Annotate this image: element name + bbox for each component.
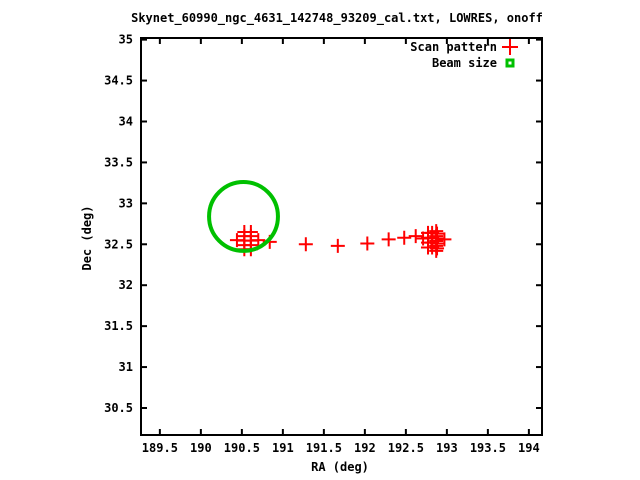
y-tick-label: 33.5 bbox=[104, 155, 133, 169]
legend-label-beam-size: Beam size bbox=[432, 56, 497, 70]
x-tick-label: 190 bbox=[190, 441, 212, 455]
y-tick-label: 34 bbox=[119, 114, 133, 128]
x-tick-label: 193 bbox=[436, 441, 458, 455]
x-axis-label: RA (deg) bbox=[311, 460, 369, 474]
legend-scan-pattern-marker bbox=[502, 39, 518, 55]
scan-point-marker bbox=[430, 226, 445, 241]
scan-point-marker bbox=[397, 230, 412, 245]
y-tick-label: 33 bbox=[119, 196, 133, 210]
y-tick-label: 34.5 bbox=[104, 74, 133, 88]
y-tick-label: 32 bbox=[119, 278, 133, 292]
legend-beam-size-marker-dot bbox=[508, 61, 512, 65]
x-tick-label: 189.5 bbox=[142, 441, 178, 455]
legend-label-scan-pattern: Scan pattern bbox=[410, 40, 497, 54]
x-tick-label: 194 bbox=[518, 441, 540, 455]
plot-title: Skynet_60990_ngc_4631_142748_93209_cal.t… bbox=[131, 11, 543, 25]
x-tick-label: 193.5 bbox=[470, 441, 506, 455]
x-tick-label: 191 bbox=[272, 441, 294, 455]
plot-border bbox=[140, 37, 543, 436]
y-tick-label: 31.5 bbox=[104, 319, 133, 333]
x-tick-label: 190.5 bbox=[224, 441, 260, 455]
scan-point-marker bbox=[298, 237, 313, 252]
x-tick-label: 192 bbox=[354, 441, 376, 455]
beam-size-circle bbox=[207, 180, 280, 253]
y-tick-label: 32.5 bbox=[104, 237, 133, 251]
y-tick-label: 30.5 bbox=[104, 401, 133, 415]
scan-point-marker bbox=[330, 238, 345, 253]
scan-point-marker bbox=[437, 232, 452, 247]
y-tick-label: 35 bbox=[119, 33, 133, 47]
scan-point-marker bbox=[243, 224, 258, 239]
scan-point-marker bbox=[408, 229, 423, 244]
scan-point-marker bbox=[381, 232, 396, 247]
x-tick-label: 191.5 bbox=[306, 441, 342, 455]
y-tick-label: 31 bbox=[119, 360, 133, 374]
scan-point-marker bbox=[360, 236, 375, 251]
x-tick-label: 192.5 bbox=[388, 441, 424, 455]
